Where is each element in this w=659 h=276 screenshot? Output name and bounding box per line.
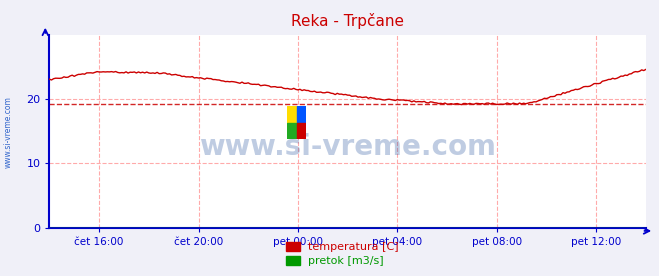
Title: Reka - Trpčane: Reka - Trpčane — [291, 13, 404, 29]
Bar — [297, 123, 306, 139]
Text: www.si-vreme.com: www.si-vreme.com — [199, 132, 496, 161]
Bar — [287, 106, 297, 123]
Legend: temperatura [C], pretok [m3/s]: temperatura [C], pretok [m3/s] — [282, 237, 403, 270]
Bar — [287, 123, 297, 139]
Text: www.si-vreme.com: www.si-vreme.com — [3, 97, 13, 168]
Bar — [297, 106, 306, 123]
